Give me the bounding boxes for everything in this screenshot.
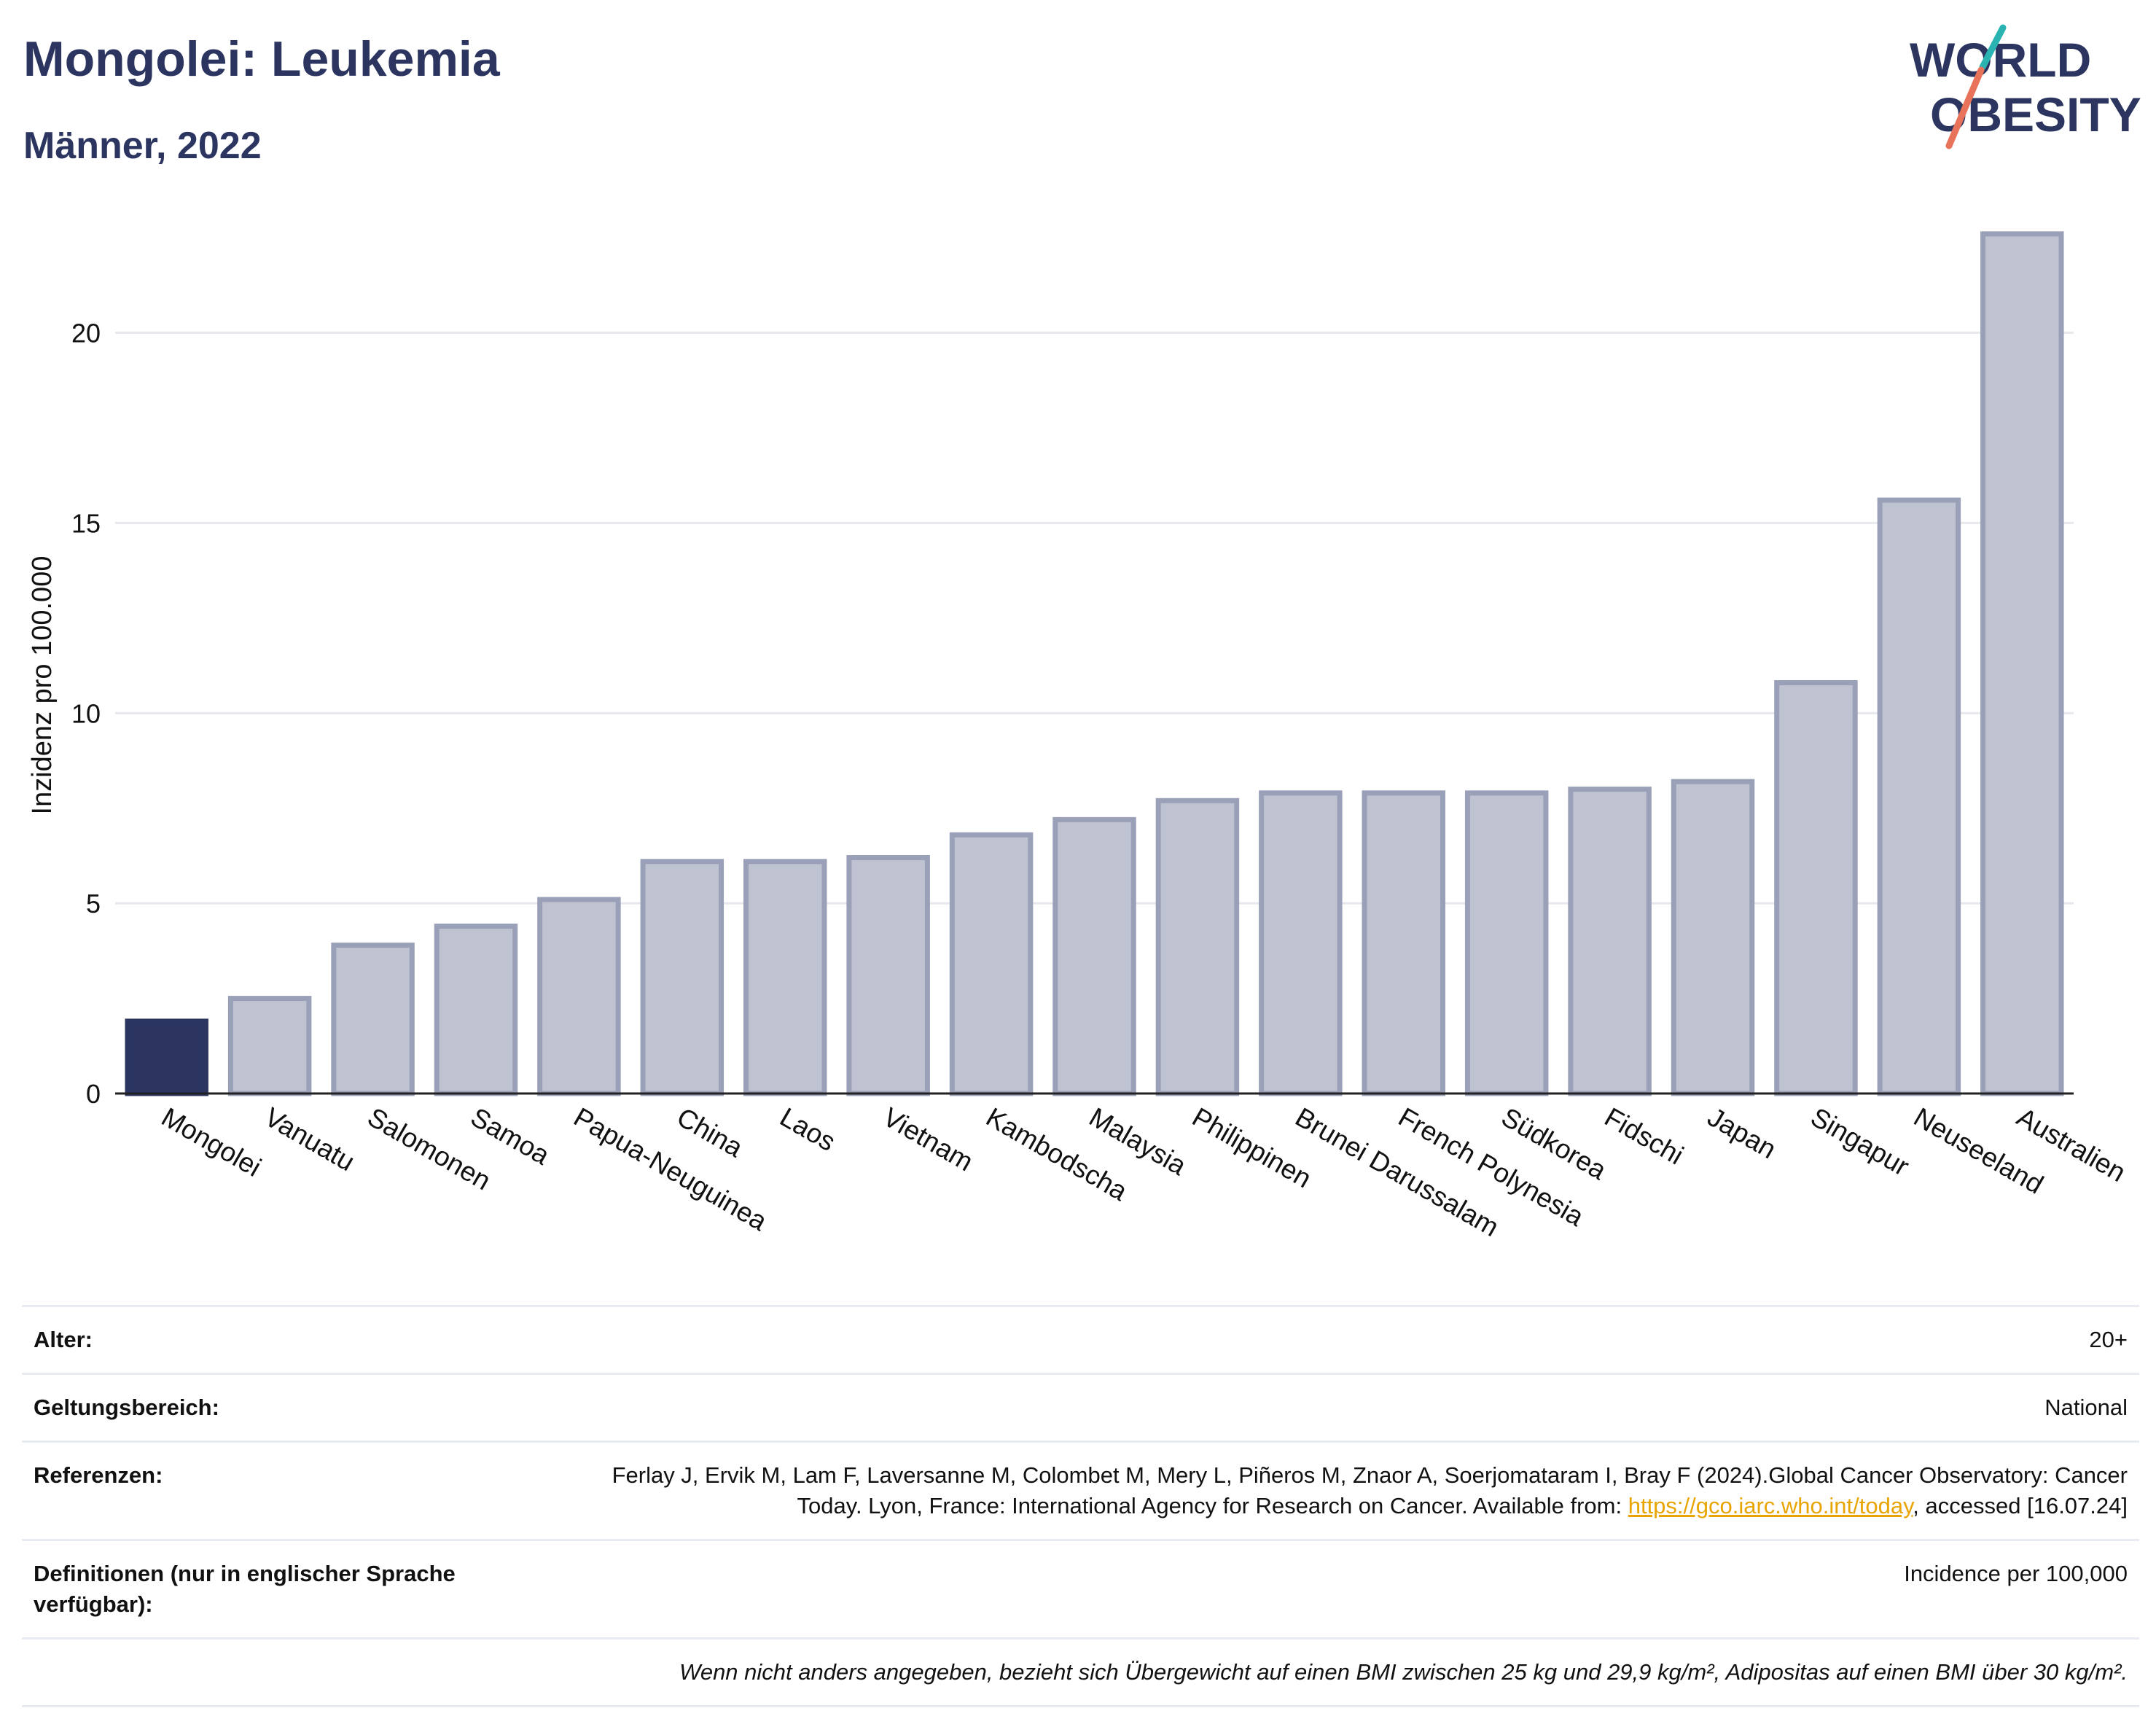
bar-vanuatu: [227, 996, 312, 1096]
info-value-references: Ferlay J, Ervik M, Lam F, Laversanne M, …: [558, 1460, 2128, 1521]
reference-link[interactable]: https://gco.iarc.who.int/today: [1628, 1493, 1913, 1518]
y-tick-label: 20: [71, 319, 101, 348]
bar-vietnam: [846, 855, 930, 1096]
info-label-scope: Geltungsbereich:: [34, 1395, 219, 1420]
bar-mongolei: [125, 1018, 208, 1096]
bar-china: [640, 859, 724, 1096]
y-tick-label: 10: [71, 698, 101, 728]
info-row-scope: Geltungsbereich: National: [22, 1373, 2139, 1440]
info-label-references: Referenzen:: [34, 1462, 163, 1488]
x-tick-label: Vanuatu: [259, 1102, 360, 1177]
y-axis-label: Inzidenz pro 100.000: [27, 556, 58, 815]
x-tick-label: Vietnam: [878, 1102, 978, 1177]
logo-line1: WORLD: [1910, 33, 2091, 87]
world-obesity-logo: WORLD OBESITY: [1910, 24, 2141, 149]
logo-slash-red: [1945, 66, 1985, 149]
bmi-note: Wenn nicht anders angegeben, bezieht sic…: [679, 1659, 2128, 1685]
page-subtitle: Männer, 2022: [23, 125, 262, 167]
bar-philippinen: [1155, 798, 1240, 1096]
info-row-note: Wenn nicht anders angegeben, bezieht sic…: [22, 1637, 2139, 1707]
info-row-definitions: Definitionen (nur in englischer Sprache …: [22, 1539, 2139, 1637]
y-tick-label: 5: [86, 889, 101, 919]
chart-bars: [125, 231, 2064, 1096]
info-label-age: Alter:: [34, 1327, 93, 1352]
info-value-scope: National: [2044, 1395, 2128, 1420]
x-tick-label: Papua-Neuguinea: [569, 1102, 772, 1236]
x-tick-label: Laos: [775, 1102, 840, 1157]
bar-japan: [1671, 779, 1755, 1096]
page-title: Mongolei: Leukemia: [23, 31, 500, 87]
x-tick-label: Fidschi: [1600, 1102, 1689, 1170]
reference-accessed: , accessed [16.07.24]: [1913, 1493, 2128, 1518]
bar-brunei-darussalam: [1259, 790, 1343, 1096]
info-row-age: Alter: 20+: [22, 1305, 2139, 1373]
info-label-definitions: Definitionen (nur in englischer Sprache …: [34, 1561, 456, 1617]
bar-french-polynesia: [1362, 790, 1446, 1096]
x-tick-label: Singapur: [1805, 1102, 1914, 1182]
logo-slash-teal: [1979, 24, 2007, 71]
bar-malaysia: [1052, 816, 1136, 1096]
reference-text: Ferlay J, Ervik M, Lam F, Laversanne M, …: [612, 1462, 2128, 1518]
bar-südkorea: [1464, 790, 1549, 1096]
bar-singapur: [1774, 680, 1858, 1096]
bar-neuseeland: [1877, 497, 1961, 1096]
y-tick-label: 0: [86, 1079, 101, 1109]
bar-samoa: [434, 923, 518, 1096]
bar-australien: [1980, 231, 2064, 1096]
bar-fidschi: [1568, 787, 1652, 1096]
info-table: Alter: 20+ Geltungsbereich: National Ref…: [22, 1305, 2139, 1707]
info-value-age: 20+: [2089, 1327, 2128, 1352]
info-value-definitions: Incidence per 100,000: [1904, 1561, 2128, 1586]
bar-salomonen: [331, 943, 415, 1096]
x-tick-label: Japan: [1703, 1102, 1781, 1164]
x-tick-label: China: [672, 1102, 749, 1163]
bar-laos: [743, 859, 827, 1096]
y-tick-label: 15: [71, 508, 101, 538]
bar-kambodscha: [949, 832, 1034, 1096]
info-row-references: Referenzen: Ferlay J, Ervik M, Lam F, La…: [22, 1440, 2139, 1539]
x-tick-label: Mongolei: [157, 1102, 267, 1182]
y-axis-ticks: 0 5 10 15 20: [71, 319, 101, 1109]
bar-papua-neuguinea: [537, 897, 621, 1096]
